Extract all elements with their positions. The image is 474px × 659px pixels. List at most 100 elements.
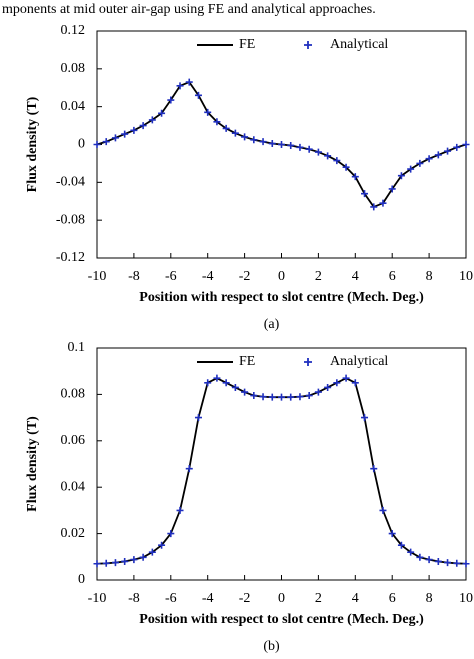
legend-label: Analytical xyxy=(330,37,388,52)
x-tick-label: 0 xyxy=(278,591,285,606)
data-marker xyxy=(407,165,415,173)
data-marker xyxy=(278,393,285,401)
y-tick-label: 0.04 xyxy=(61,479,86,494)
x-tick-label: 0 xyxy=(278,269,285,284)
data-marker xyxy=(148,548,156,556)
data-marker xyxy=(93,141,101,148)
x-tick-label: 8 xyxy=(426,269,433,284)
data-marker xyxy=(434,151,442,159)
data-marker xyxy=(425,556,433,564)
data-marker xyxy=(139,122,147,130)
caption: mponents at mid outer air-gap using FE a… xyxy=(2,2,376,17)
data-marker xyxy=(333,157,341,165)
data-marker xyxy=(250,136,258,144)
x-tick-label: 6 xyxy=(389,269,396,284)
data-marker xyxy=(194,414,202,422)
x-tick-label: -6 xyxy=(165,591,177,606)
data-marker xyxy=(361,414,369,422)
y-tick-label: 0.08 xyxy=(61,387,86,402)
data-marker xyxy=(231,129,239,137)
data-marker xyxy=(287,393,295,401)
data-marker xyxy=(222,379,230,387)
data-marker xyxy=(305,145,313,153)
data-marker xyxy=(259,393,267,401)
data-marker xyxy=(462,141,470,148)
data-marker xyxy=(314,388,322,396)
y-tick-label: 0.02 xyxy=(61,526,86,541)
data-marker xyxy=(388,530,396,538)
data-marker xyxy=(148,116,156,124)
y-tick-label: 0.1 xyxy=(68,340,86,355)
data-marker xyxy=(102,138,110,146)
x-tick-label: -2 xyxy=(239,269,251,284)
data-marker xyxy=(416,553,424,561)
y-tick-label: 0 xyxy=(78,572,85,587)
data-marker xyxy=(333,379,341,387)
x-tick-label: 6 xyxy=(389,591,396,606)
x-tick-label: -8 xyxy=(128,591,140,606)
y-tick-label: -0.12 xyxy=(56,250,85,265)
x-tick-label: 10 xyxy=(459,269,473,284)
data-marker xyxy=(351,379,359,387)
data-marker xyxy=(296,393,304,401)
data-marker xyxy=(130,556,138,564)
plot-frame xyxy=(96,347,467,581)
legend-marker xyxy=(304,41,312,49)
x-tick-label: -2 xyxy=(239,591,251,606)
data-marker xyxy=(342,374,350,382)
data-marker xyxy=(241,133,249,141)
data-marker xyxy=(361,190,369,198)
data-marker xyxy=(324,383,332,391)
y-axis-label: Flux density (T) xyxy=(25,96,40,192)
data-marker xyxy=(222,124,230,132)
x-tick-label: 4 xyxy=(352,269,359,284)
y-tick-label: -0.04 xyxy=(56,175,85,190)
x-tick-label: -10 xyxy=(88,269,107,284)
data-marker xyxy=(425,155,433,163)
x-tick-label: -10 xyxy=(88,591,107,606)
data-marker xyxy=(305,392,313,400)
data-marker xyxy=(121,557,129,565)
data-marker xyxy=(158,541,166,549)
data-marker xyxy=(130,126,138,134)
data-marker xyxy=(379,199,387,207)
legend-label: FE xyxy=(239,354,255,369)
data-marker xyxy=(204,379,212,387)
panel-label: (b) xyxy=(263,639,280,654)
data-marker xyxy=(158,109,166,117)
data-marker xyxy=(111,559,119,567)
x-tick-label: -4 xyxy=(202,269,214,284)
data-marker xyxy=(121,130,129,138)
data-marker xyxy=(351,173,359,181)
panel-label: (a) xyxy=(264,317,280,332)
x-axis-label: Position with respect to slot centre (Me… xyxy=(139,290,424,305)
x-tick-label: 10 xyxy=(459,591,473,606)
data-marker xyxy=(370,465,378,473)
data-marker xyxy=(185,78,193,86)
data-marker xyxy=(268,140,276,148)
data-marker xyxy=(397,172,405,180)
y-tick-label: -0.08 xyxy=(56,212,85,227)
x-tick-label: 2 xyxy=(315,591,322,606)
data-marker xyxy=(453,143,461,151)
data-marker xyxy=(250,392,258,400)
data-marker xyxy=(379,506,387,514)
data-marker xyxy=(324,152,332,160)
data-marker xyxy=(370,203,378,211)
legend-marker xyxy=(304,358,312,366)
legend-label: FE xyxy=(239,37,255,52)
data-marker xyxy=(397,541,405,549)
data-marker xyxy=(204,108,212,116)
data-marker xyxy=(176,506,184,514)
data-marker xyxy=(462,560,470,568)
data-marker xyxy=(407,548,415,556)
x-tick-label: -8 xyxy=(128,269,140,284)
data-marker xyxy=(314,148,322,156)
data-marker xyxy=(453,559,461,567)
data-line xyxy=(96,377,467,565)
data-marker xyxy=(434,557,442,565)
data-marker xyxy=(388,185,396,193)
data-marker xyxy=(296,143,304,151)
data-marker xyxy=(416,159,424,167)
